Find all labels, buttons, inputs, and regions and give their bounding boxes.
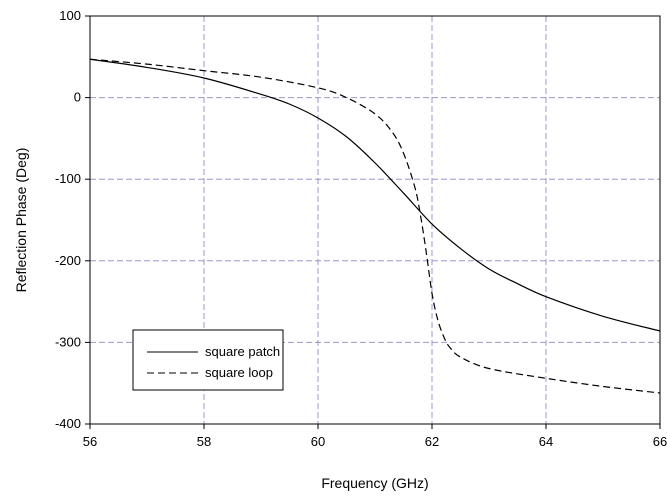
y-tick-label: 100 (59, 8, 81, 23)
legend-box (132, 329, 284, 391)
y-ticks: -400 -300 -200 -100 0 100 (55, 8, 90, 431)
legend-label-square-loop: square loop (205, 365, 273, 380)
x-ticks: 56 58 60 62 64 66 (83, 424, 667, 449)
plot-frame (89, 15, 661, 425)
legend-label-square-patch: square patch (205, 344, 280, 359)
y-tick-label: 0 (74, 90, 81, 105)
legend: square patch square loop (132, 329, 284, 391)
x-tick-label: 66 (653, 434, 667, 449)
x-tick-label: 56 (83, 434, 97, 449)
y-tick-label: -400 (55, 416, 81, 431)
x-tick-label: 64 (539, 434, 553, 449)
series-line-square-patch (89, 58, 661, 332)
x-tick-label: 62 (425, 434, 439, 449)
y-axis-title: Reflection Phase (Deg) (13, 148, 29, 293)
series-layer (89, 58, 661, 394)
x-axis-title: Frequency (GHz) (321, 475, 428, 491)
y-tick-label: -100 (55, 171, 81, 186)
y-tick-label: -300 (55, 334, 81, 349)
x-tick-label: 60 (311, 434, 325, 449)
series-line-square-loop (89, 58, 661, 394)
y-tick-label: -200 (55, 253, 81, 268)
x-tick-label: 58 (197, 434, 211, 449)
